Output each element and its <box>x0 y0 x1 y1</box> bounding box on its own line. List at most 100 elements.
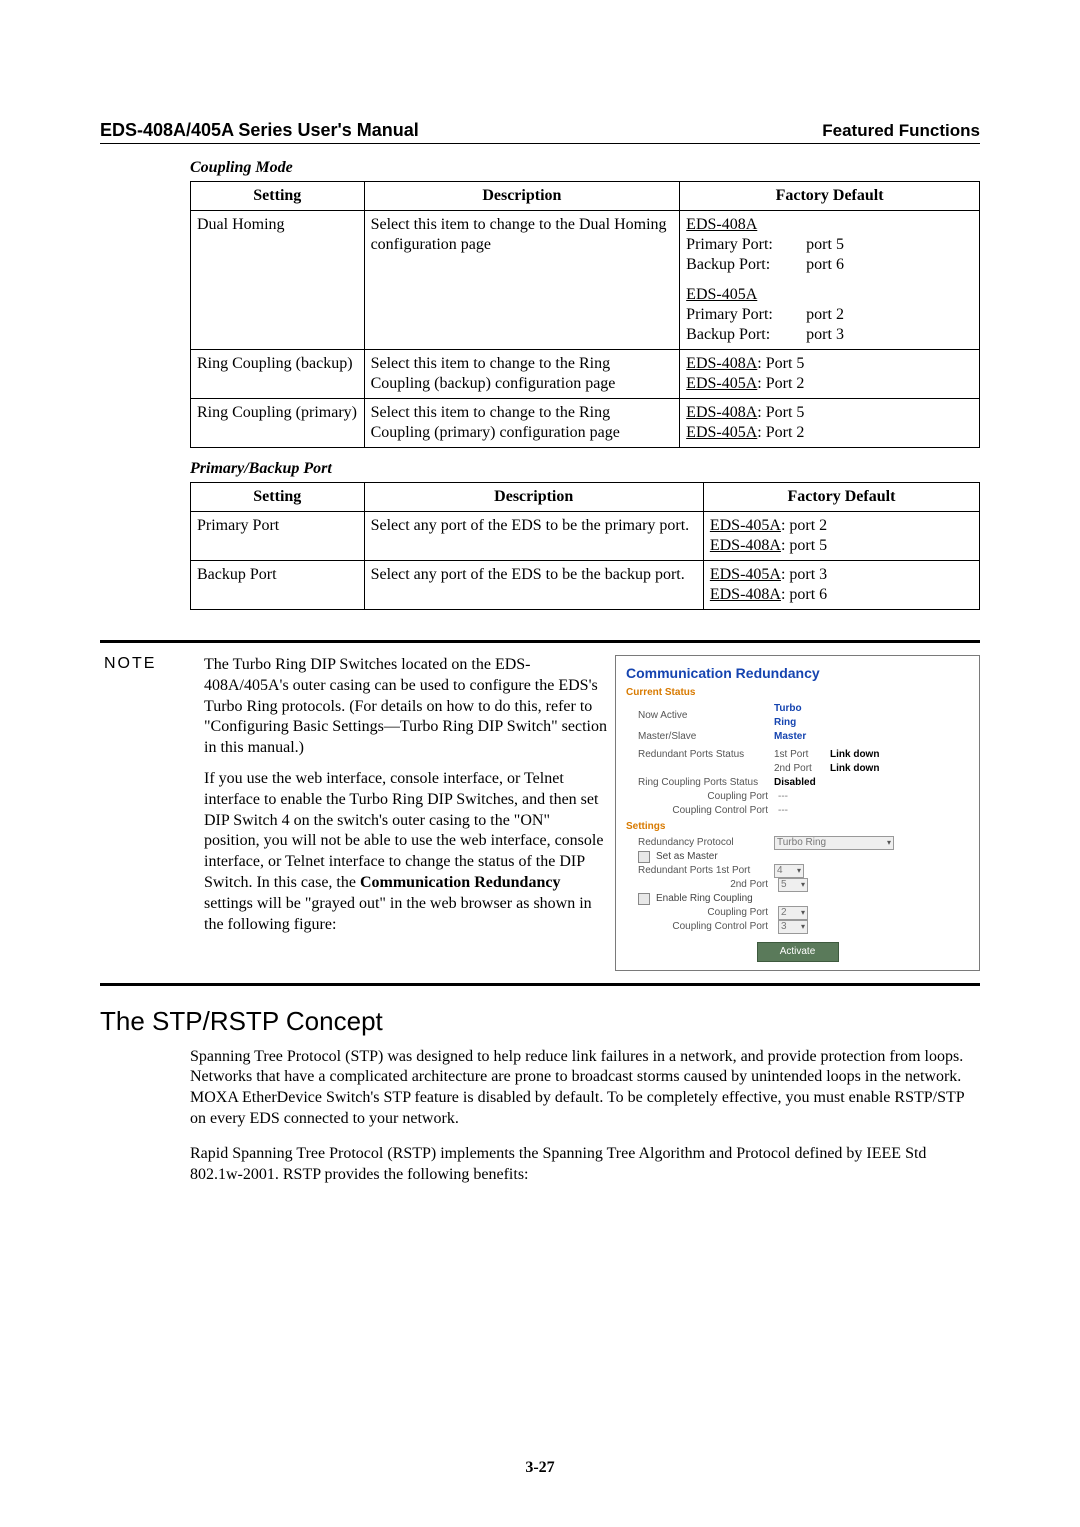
chevron-down-icon: ▾ <box>801 920 805 934</box>
mu-val: Turbo Ring <box>774 702 824 730</box>
mu-checkbox-set-master[interactable] <box>638 851 650 863</box>
model-link: EDS-408A <box>686 404 757 421</box>
th-setting: Setting <box>191 483 365 512</box>
table-row: Primary Port Select any port of the EDS … <box>191 512 980 561</box>
cell-description: Select this item to change to the Ring C… <box>364 350 680 399</box>
default-line: EDS-405A: Port 2 <box>686 374 973 394</box>
mu-select-coupling-control-port[interactable]: 3▾ <box>778 920 808 934</box>
mu-select-value: 3 <box>781 920 787 934</box>
mu-row-coupling-control-port: Coupling Control Port --- <box>638 804 969 818</box>
page-header: EDS-408A/405A Series User's Manual Featu… <box>100 120 980 144</box>
mu-row-ring-coupling-status: Ring Coupling Ports Status Disabled <box>638 776 969 790</box>
cell-setting: Ring Coupling (backup) <box>191 350 365 399</box>
port-row: Primary Port: port 5 <box>686 235 973 255</box>
table-row: Dual Homing Select this item to change t… <box>191 211 980 350</box>
table-row: Ring Coupling (backup) Select this item … <box>191 350 980 399</box>
port-value: : Port 2 <box>757 424 804 441</box>
mu-lbl: Ring Coupling Ports Status <box>638 776 768 790</box>
note-para-2-pre: If you use the web interface, console in… <box>204 770 603 891</box>
mu-section-current-status: Current Status <box>626 686 969 700</box>
port-value: port 6 <box>806 255 844 275</box>
mu-val: --- <box>778 804 788 818</box>
mu-val: --- <box>778 790 788 804</box>
port-value: port 5 <box>806 235 844 255</box>
stp-heading: The STP/RSTP Concept <box>100 1006 980 1037</box>
coupling-mode-table: Setting Description Factory Default Dual… <box>190 181 980 448</box>
mu-lbl: Redundant Ports 1st Port <box>638 864 768 878</box>
table-row: Backup Port Select any port of the EDS t… <box>191 561 980 610</box>
page-number: 3-27 <box>0 1459 1080 1477</box>
activate-button[interactable]: Activate <box>757 942 839 962</box>
th-factory-default: Factory Default <box>680 182 980 211</box>
model-link: EDS-408A <box>686 355 757 372</box>
mu-lbl: Redundant Ports Status <box>638 748 768 762</box>
mu-lbl: Now Active <box>638 709 768 723</box>
default-line: EDS-408A: Port 5 <box>686 403 973 423</box>
default-line: EDS-405A: Port 2 <box>686 423 973 443</box>
mu-lbl: Master/Slave <box>638 730 768 744</box>
mu-row-enable-ring-coupling: Enable Ring Coupling <box>638 892 969 906</box>
mu-row-set-master: Set as Master <box>638 850 969 864</box>
cell-description: Select any port of the EDS to be the bac… <box>364 561 703 610</box>
mu-select-value: 5 <box>781 878 787 892</box>
th-setting: Setting <box>191 182 365 211</box>
mu-select-value: Turbo Ring <box>777 836 826 850</box>
mu-lbl: Coupling Control Port <box>638 920 772 934</box>
header-title-left: EDS-408A/405A Series User's Manual <box>100 120 419 141</box>
mu-select-rp1[interactable]: 4▾ <box>774 864 804 878</box>
cell-setting: Ring Coupling (primary) <box>191 399 365 448</box>
port-label: Primary Port: <box>686 235 806 255</box>
mu-val: Disabled <box>774 776 816 790</box>
mu-row-master-slave: Master/Slave Master <box>638 730 969 744</box>
cell-default: EDS-408A: Port 5 EDS-405A: Port 2 <box>680 399 980 448</box>
chevron-down-icon: ▾ <box>887 836 891 850</box>
port-value: : port 5 <box>781 537 827 554</box>
mu-title: Communication Redundancy <box>626 664 969 684</box>
mu-select-value: 2 <box>781 906 787 920</box>
mu-val: Master <box>774 730 824 744</box>
mu-lbl: Coupling Port <box>638 790 772 804</box>
mu-sublbl: 1st Port <box>774 748 824 762</box>
mu-lbl: Coupling Port <box>638 906 772 920</box>
section-title-primary-backup: Primary/Backup Port <box>190 460 980 478</box>
mu-select-rp2[interactable]: 5▾ <box>778 878 808 892</box>
port-value: : Port 2 <box>757 375 804 392</box>
cell-description: Select any port of the EDS to be the pri… <box>364 512 703 561</box>
mu-lbl: Redundancy Protocol <box>638 836 768 850</box>
spacer <box>686 275 973 285</box>
port-row: Backup Port: port 3 <box>686 325 973 345</box>
mu-row-protocol: Redundancy Protocol Turbo Ring ▾ <box>638 836 969 850</box>
note-para-2-bold: Communication Redundancy <box>360 874 560 891</box>
port-value: port 2 <box>806 305 844 325</box>
mu-row-redundant-ports-status-2: 2nd Port Link down <box>638 762 969 776</box>
model-link: EDS-405A <box>710 517 781 534</box>
port-value: : port 6 <box>781 586 827 603</box>
port-label: Backup Port: <box>686 325 806 345</box>
model-link: EDS-405A <box>686 375 757 392</box>
port-label: Primary Port: <box>686 305 806 325</box>
model-link: EDS-405A <box>710 566 781 583</box>
mu-sublbl: 2nd Port <box>774 762 824 776</box>
mu-row-rp1: Redundant Ports 1st Port 4▾ <box>638 864 969 878</box>
note-para-2-post: settings will be "grayed out" in the web… <box>204 895 592 933</box>
port-value: : Port 5 <box>757 404 804 421</box>
mu-val: Link down <box>830 762 885 776</box>
cell-default: EDS-405A: port 3 EDS-408A: port 6 <box>703 561 979 610</box>
mu-row-coupling-port: Coupling Port --- <box>638 790 969 804</box>
model-link: EDS-405A <box>686 424 757 441</box>
mu-select-coupling-port[interactable]: 2▾ <box>778 906 808 920</box>
model-link: EDS-408A <box>686 216 757 233</box>
mu-select-protocol[interactable]: Turbo Ring ▾ <box>774 836 894 850</box>
note-text: The Turbo Ring DIP Switches located on t… <box>204 655 607 971</box>
port-value: port 3 <box>806 325 844 345</box>
note-para-2: If you use the web interface, console in… <box>204 769 607 935</box>
stp-para-1: Spanning Tree Protocol (STP) was designe… <box>190 1047 980 1130</box>
cell-setting: Primary Port <box>191 512 365 561</box>
note-block: NOTE The Turbo Ring DIP Switches located… <box>100 640 980 986</box>
mu-checkbox-enable-ring-coupling[interactable] <box>638 893 650 905</box>
port-label: Backup Port: <box>686 255 806 275</box>
content-area: Coupling Mode Setting Description Factor… <box>190 159 980 610</box>
chevron-down-icon: ▾ <box>801 878 805 892</box>
cell-default: EDS-408A: Port 5 EDS-405A: Port 2 <box>680 350 980 399</box>
port-value: : port 3 <box>781 566 827 583</box>
